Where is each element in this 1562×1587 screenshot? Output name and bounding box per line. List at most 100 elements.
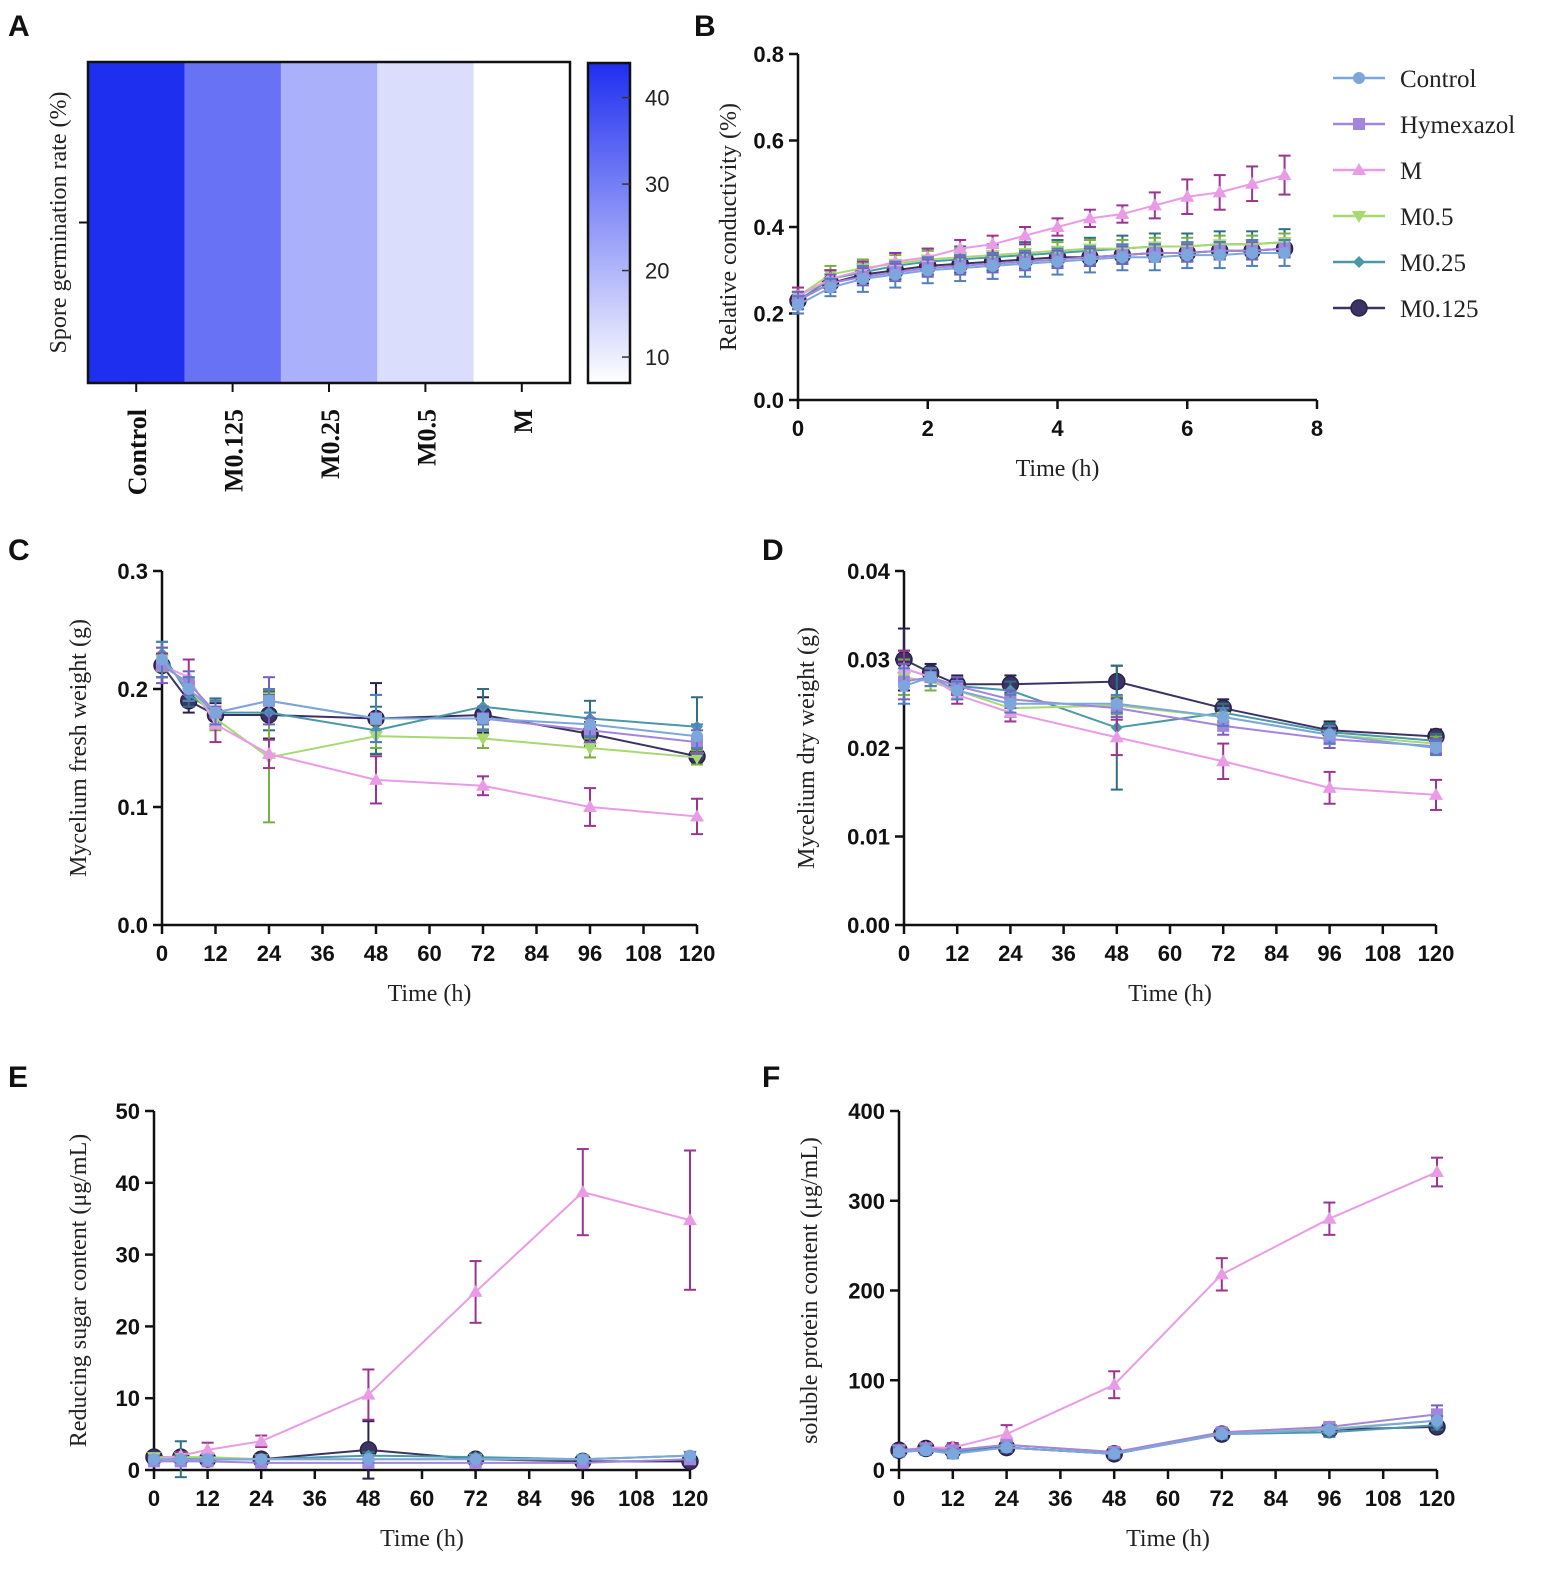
- series-line: [797, 251, 1285, 306]
- data-point: [575, 1185, 590, 1198]
- data-point: [1019, 257, 1032, 270]
- data-point: [684, 1449, 696, 1462]
- y-tick-label: 200: [848, 1279, 885, 1304]
- data-point: [954, 262, 967, 275]
- panel-letter: D: [762, 534, 784, 567]
- data-point: [361, 1387, 376, 1400]
- data-point: [1245, 176, 1260, 189]
- data-point: [583, 800, 597, 812]
- series-m: [897, 649, 1443, 811]
- heatmap-cell-m: [473, 62, 571, 383]
- data-point: [201, 1453, 214, 1466]
- legend-marker: [1352, 163, 1366, 175]
- x-tick-label: 120: [672, 1486, 709, 1511]
- y-axis-label: Spore germination rate (%): [46, 92, 72, 354]
- x-axis-label: Time (h): [1128, 981, 1212, 1007]
- y-tick-label: 0: [873, 1458, 885, 1483]
- data-point: [792, 298, 804, 311]
- y-axis-label: soluble protein content (μg/mL): [797, 1137, 823, 1444]
- data-point: [683, 1213, 697, 1226]
- panel-letter: A: [8, 10, 30, 43]
- x-tick-label: 84: [1264, 941, 1289, 966]
- data-point: [174, 1453, 187, 1466]
- data-point: [369, 772, 383, 785]
- x-tick-label: 24: [249, 1486, 274, 1511]
- x-tick-label: 72: [471, 941, 495, 966]
- data-point: [1431, 1414, 1443, 1427]
- series-m0-5: [892, 1415, 1444, 1460]
- colorbar-tick-label: 10: [645, 345, 669, 370]
- data-point: [691, 730, 703, 743]
- x-tick-label: 48: [356, 1486, 380, 1511]
- y-tick-label: 0.1: [117, 795, 148, 820]
- data-point: [477, 712, 489, 725]
- panel-letter: F: [762, 1061, 780, 1094]
- x-tick-label: 36: [303, 1486, 327, 1511]
- data-point: [1083, 253, 1096, 266]
- legend-label: M0.125: [1400, 296, 1478, 323]
- y-axis-label: Reducing sugar content (μg/mL): [66, 1134, 92, 1447]
- x-tick-label: 36: [1051, 941, 1075, 966]
- data-point: [182, 683, 195, 695]
- panel-letter: E: [8, 1061, 28, 1094]
- x-tick-label: 2: [922, 416, 934, 441]
- panel-d: 0.00 0.01 0.02 0.03 0.04 0 12 24 36 48 60 72 84 96 108…: [762, 534, 1454, 1007]
- legend-item-m0-125: M0.125: [1333, 296, 1478, 323]
- legend-item-m: M: [1333, 158, 1422, 185]
- data-point: [1217, 711, 1230, 724]
- series-m0-5: [897, 658, 1443, 752]
- data-point: [1181, 249, 1194, 262]
- heatmap-cell-m0-125: [184, 62, 282, 383]
- data-point: [946, 1447, 959, 1460]
- legend-label: Control: [1400, 66, 1476, 93]
- x-tick-label: 48: [1102, 1486, 1126, 1511]
- data-point: [362, 1453, 375, 1466]
- series-line: [161, 664, 698, 744]
- legend-item-m0-5: M0.5: [1333, 204, 1453, 231]
- data-point: [690, 752, 704, 765]
- x-tick-label: 84: [517, 1486, 542, 1511]
- x-tick-label: 8: [1311, 416, 1323, 441]
- data-point: [1147, 198, 1162, 211]
- x-tick-label: 72: [463, 1486, 487, 1511]
- y-tick-label: 0.00: [847, 913, 890, 938]
- data-point: [1115, 207, 1130, 220]
- x-tick-label: 108: [625, 941, 662, 966]
- series-line: [161, 658, 698, 738]
- y-tick-label: 30: [116, 1243, 140, 1268]
- y-tick-label: 0.0: [117, 913, 148, 938]
- series-m0-25: [156, 640, 703, 758]
- legend: Control Hymexazol M M0.5 M0.25 M0.125: [1333, 66, 1515, 323]
- data-point: [951, 684, 964, 697]
- x-tick-label: 60: [1158, 941, 1182, 966]
- legend-label: M: [1400, 158, 1422, 185]
- x-tick-label: 0: [156, 941, 168, 966]
- series-m0-25: [898, 649, 1442, 791]
- data-point: [262, 746, 276, 759]
- data-point: [476, 733, 490, 746]
- x-tick-label: 60: [410, 1486, 434, 1511]
- y-tick-label: 100: [848, 1368, 885, 1393]
- data-point: [1277, 168, 1292, 181]
- data-point: [690, 809, 704, 822]
- x-tick-label: 60: [417, 941, 441, 966]
- x-tick-label: 72: [1210, 1486, 1234, 1511]
- y-tick-label: 0.2: [117, 677, 148, 702]
- y-tick-label: 300: [848, 1189, 885, 1214]
- category-label: Control: [123, 409, 152, 495]
- x-tick-label: 108: [1365, 1486, 1402, 1511]
- data-point: [1213, 249, 1226, 262]
- series-line: [797, 247, 1285, 302]
- heatmap-cell-m0-25: [280, 62, 378, 383]
- series-line: [153, 1191, 691, 1461]
- x-tick-label: 96: [571, 1486, 595, 1511]
- y-tick-label: 400: [848, 1099, 885, 1124]
- legend-marker: [1353, 256, 1365, 268]
- data-point: [856, 272, 869, 285]
- panel-a: Spore germination rate (%) Control M0.125 M…: [8, 10, 669, 495]
- series-line: [797, 174, 1285, 298]
- y-tick-label: 0: [128, 1458, 140, 1483]
- x-tick-label: 48: [1105, 941, 1129, 966]
- x-tick-label: 84: [1263, 1486, 1288, 1511]
